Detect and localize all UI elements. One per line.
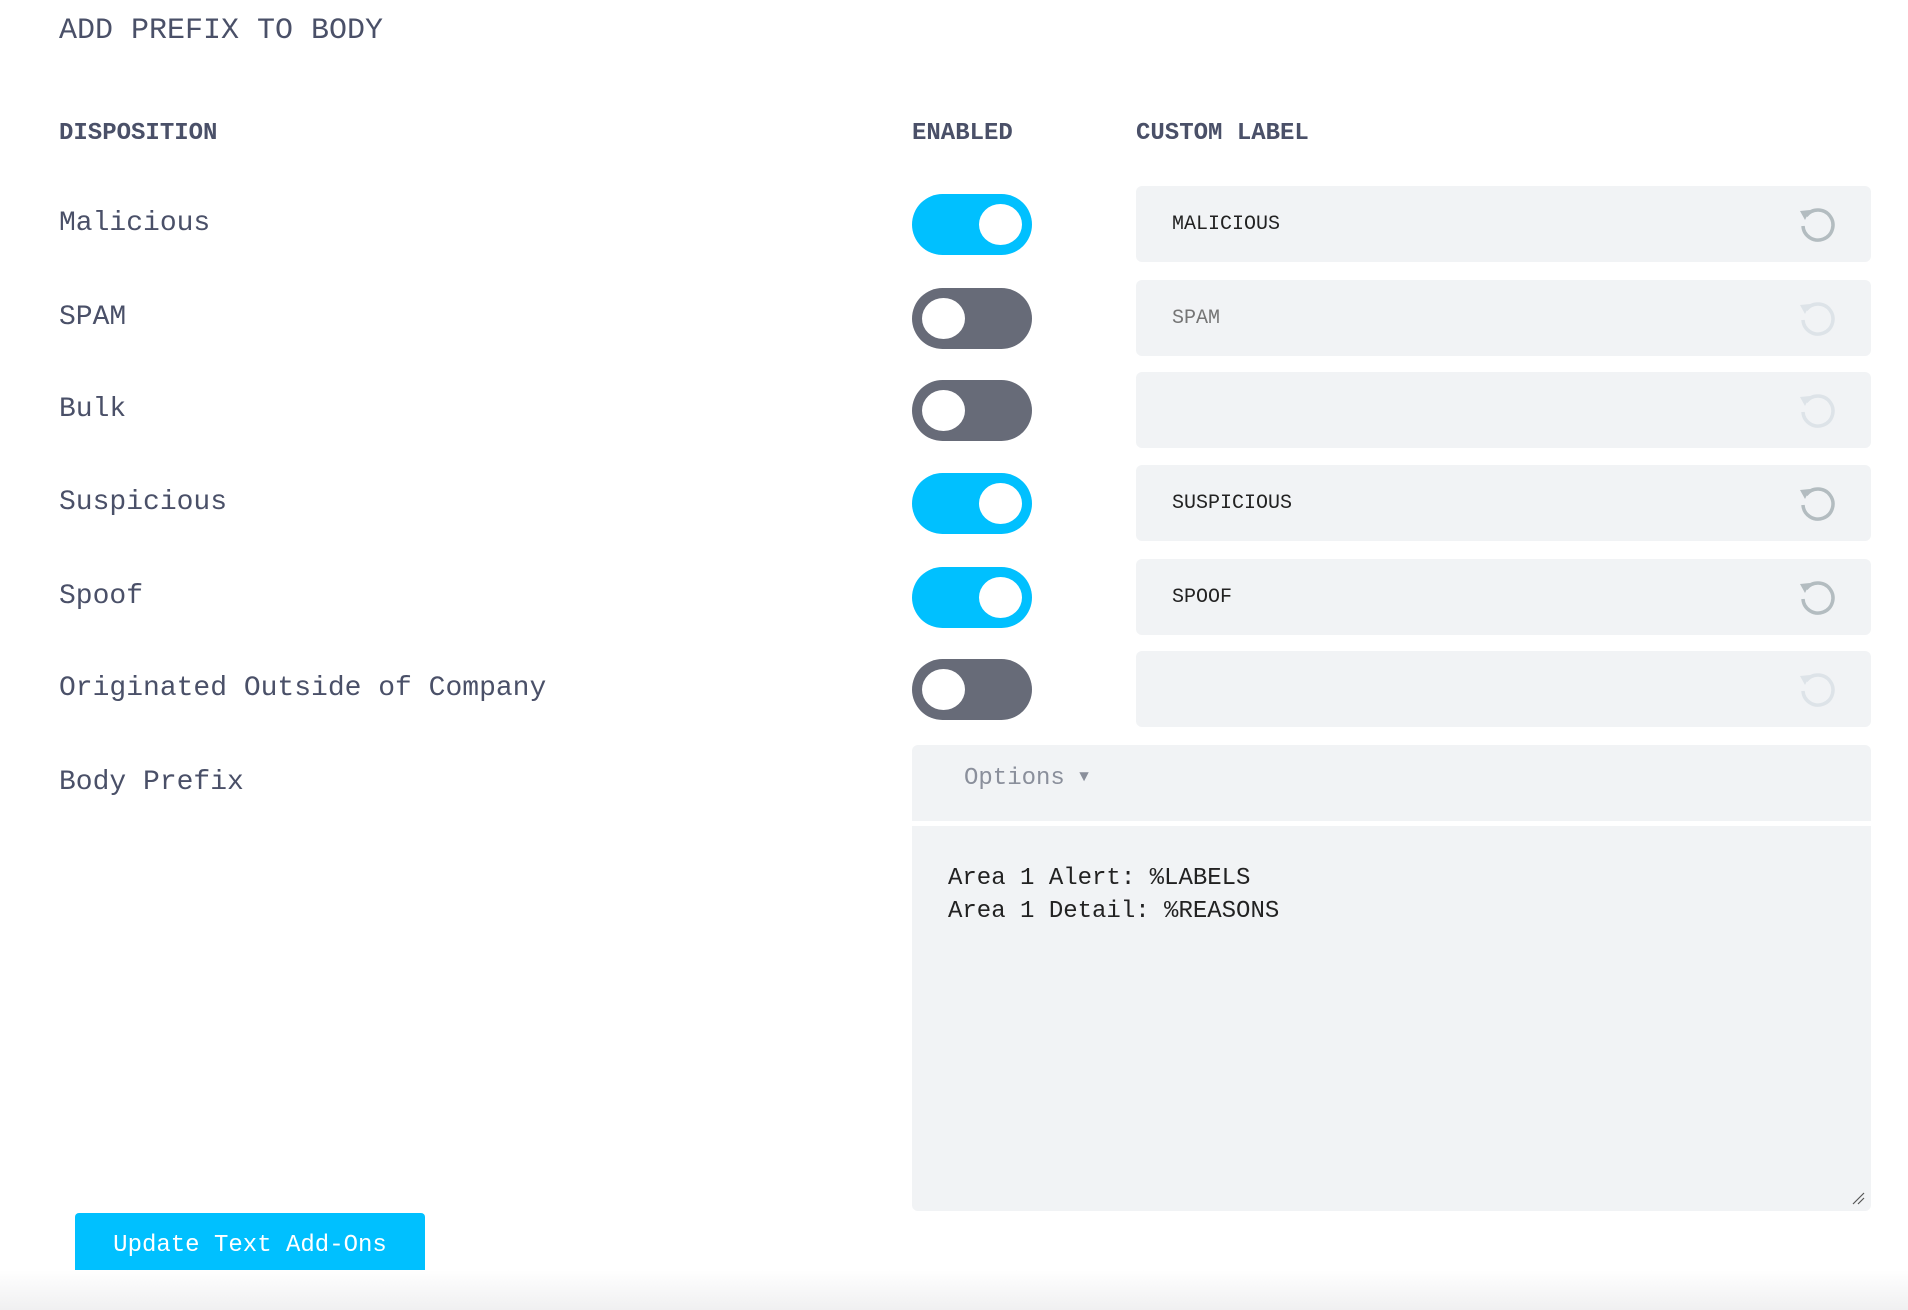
enabled-toggle-originated-outside-of-company[interactable] [912,659,1032,720]
reset-icon[interactable] [1797,483,1837,523]
disposition-label-suspicious: Suspicious [59,487,228,518]
bottom-shadow [0,1270,1908,1310]
enabled-toggle-spam[interactable] [912,288,1032,349]
custom-label-field-spam [1136,280,1871,356]
page-title: ADD PREFIX TO BODY [59,14,384,48]
options-dropdown[interactable]: Options ▼ [964,765,1089,792]
options-label: Options [964,765,1065,792]
custom-label-field-bulk [1136,372,1871,448]
enabled-toggle-suspicious[interactable] [912,473,1032,534]
body-prefix-textarea[interactable]: Area 1 Alert: %LABELS Area 1 Detail: %RE… [948,862,1828,1182]
toggle-knob [922,390,965,431]
options-bar: Options ▼ [912,745,1871,821]
body-prefix-label: Body Prefix [59,767,244,798]
update-text-add-ons-button[interactable]: Update Text Add-Ons [75,1213,425,1277]
custom-label-input[interactable] [1172,465,1772,541]
header-custom-label: CUSTOM LABEL [1136,120,1309,147]
custom-label-input[interactable] [1172,559,1772,635]
caret-down-icon: ▼ [1079,768,1089,786]
custom-label-input[interactable] [1172,186,1772,262]
disposition-label-malicious: Malicious [59,208,211,239]
disposition-label-originated-outside-of-company: Originated Outside of Company [59,673,547,704]
toggle-knob [979,483,1022,524]
custom-label-input[interactable] [1172,372,1772,448]
header-disposition: DISPOSITION [59,120,218,147]
custom-label-field-malicious [1136,186,1871,262]
toggle-knob [922,298,965,339]
header-enabled: ENABLED [912,120,1013,147]
toggle-knob [979,577,1022,618]
disposition-label-spoof: Spoof [59,581,144,612]
body-prefix-editor: Area 1 Alert: %LABELS Area 1 Detail: %RE… [912,826,1871,1211]
custom-label-input[interactable] [1172,651,1772,727]
reset-icon[interactable] [1797,204,1837,244]
toggle-knob [979,204,1022,245]
disposition-label-spam: SPAM [59,302,127,333]
reset-icon[interactable] [1797,298,1837,338]
reset-icon[interactable] [1797,669,1837,709]
toggle-knob [922,669,965,710]
custom-label-field-suspicious [1136,465,1871,541]
reset-icon[interactable] [1797,577,1837,617]
disposition-label-bulk: Bulk [59,394,127,425]
custom-label-field-originated-outside-of-company [1136,651,1871,727]
reset-icon[interactable] [1797,390,1837,430]
custom-label-field-spoof [1136,559,1871,635]
enabled-toggle-bulk[interactable] [912,380,1032,441]
enabled-toggle-malicious[interactable] [912,194,1032,255]
resize-handle-icon[interactable] [1851,1191,1865,1205]
enabled-toggle-spoof[interactable] [912,567,1032,628]
custom-label-input[interactable] [1172,280,1772,356]
